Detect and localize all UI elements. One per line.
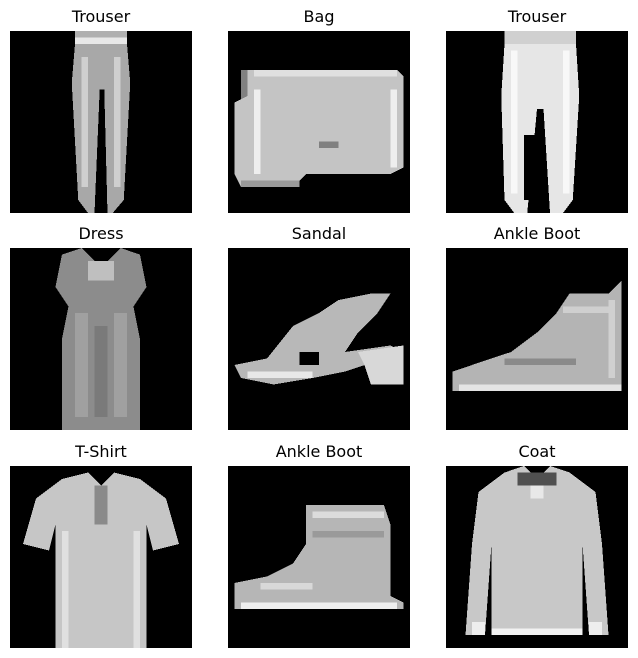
sandal-image [228, 248, 410, 430]
image-title: Dress [78, 224, 124, 243]
trouser-image [446, 31, 628, 213]
ankle-boot-image [446, 248, 628, 430]
grid-cell: Sandal [228, 217, 410, 430]
ankle-boot-image [228, 466, 410, 648]
grid-cell: Trouser [10, 0, 192, 213]
grid-cell: Coat [446, 435, 628, 648]
grid-cell: Trouser [446, 0, 628, 213]
grid-cell: Ankle Boot [446, 217, 628, 430]
image-title: T-Shirt [75, 442, 127, 461]
grid-cell: Dress [10, 217, 192, 430]
t-shirt-image [10, 466, 192, 648]
image-title: Ankle Boot [275, 442, 363, 461]
grid-cell: Ankle Boot [228, 435, 410, 648]
image-title: Coat [518, 442, 556, 461]
dress-image [10, 248, 192, 430]
grid-cell: Bag [228, 0, 410, 213]
image-title: Trouser [71, 7, 131, 26]
image-title: Sandal [291, 224, 347, 243]
image-title: Trouser [507, 7, 567, 26]
bag-image [228, 31, 410, 213]
image-title: Ankle Boot [493, 224, 581, 243]
coat-image [446, 466, 628, 648]
grid-cell: T-Shirt [10, 435, 192, 648]
trouser-image [10, 31, 192, 213]
image-title: Bag [303, 7, 335, 26]
